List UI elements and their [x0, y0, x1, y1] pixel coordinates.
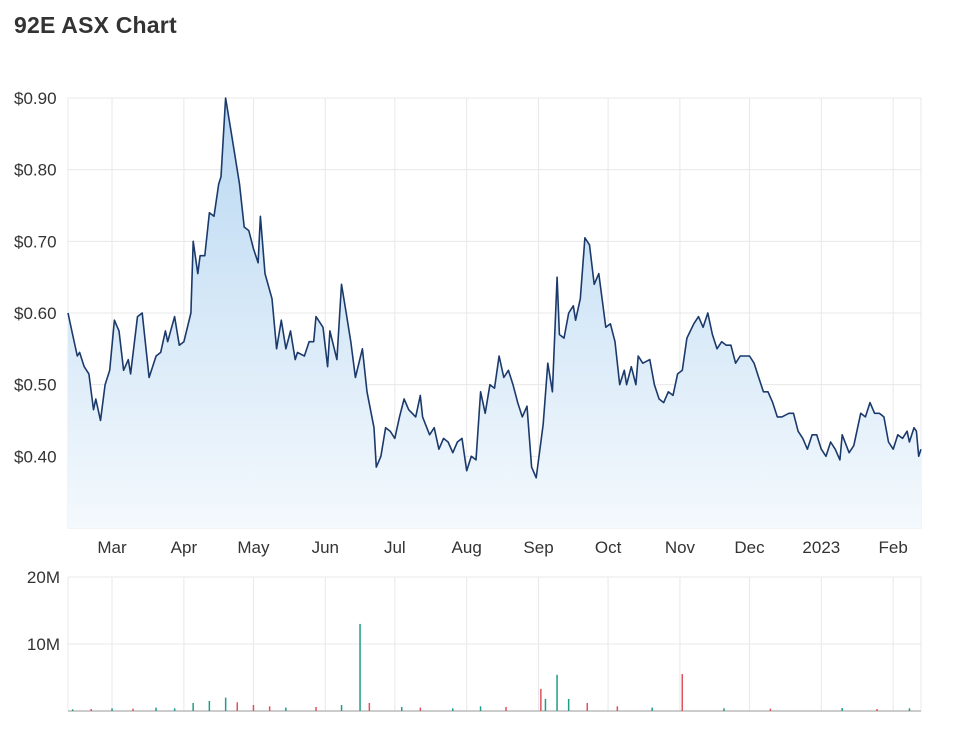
price-y-axis: $0.40 $0.50 $0.60 $0.70 $0.80 $0.90: [14, 89, 57, 466]
volume-bar: [173, 708, 176, 711]
price-x-tick-label: Mar: [97, 538, 127, 557]
price-x-tick-label: Sep: [523, 538, 553, 557]
volume-y-axis: 10M 20M: [27, 568, 60, 654]
volume-bar: [419, 707, 422, 711]
price-x-tick-label: Oct: [595, 538, 622, 557]
volume-bars: [71, 623, 911, 711]
volume-bar: [111, 708, 113, 711]
volume-bar: [544, 698, 547, 711]
volume-y-tick-label: 20M: [27, 568, 60, 587]
price-y-tick-label: $0.80: [14, 161, 57, 180]
volume-bar: [359, 623, 361, 711]
price-x-tick-label: Dec: [734, 538, 765, 557]
price-x-tick-label: Jul: [384, 538, 406, 557]
volume-bar: [252, 705, 255, 711]
price-y-tick-label: $0.50: [14, 376, 57, 395]
price-y-tick-label: $0.70: [14, 232, 57, 251]
volume-bar: [401, 707, 403, 711]
price-y-tick-label: $0.60: [14, 304, 57, 323]
volume-bar: [315, 707, 317, 711]
volume-bar: [452, 708, 454, 711]
price-x-tick-label: 2023: [802, 538, 840, 557]
volume-bar: [540, 688, 542, 711]
volume-bar: [285, 707, 287, 711]
volume-y-tick-label: 10M: [27, 635, 60, 654]
volume-bar: [236, 702, 238, 711]
volume-bar: [505, 707, 507, 711]
price-x-tick-label: Jun: [312, 538, 339, 557]
chart-title: 92E ASX Chart: [14, 12, 177, 38]
volume-bar: [769, 708, 772, 711]
volume-bar: [479, 706, 482, 711]
price-x-tick-label: Feb: [879, 538, 908, 557]
price-x-tick-label: Aug: [452, 538, 482, 557]
price-x-tick-label: Apr: [171, 538, 198, 557]
volume-bar: [268, 706, 271, 711]
volume-bar: [586, 703, 588, 711]
volume-bar: [876, 709, 878, 711]
volume-bar: [368, 703, 371, 711]
price-x-axis: Mar Apr May Jun Jul Aug Sep Oct Nov Dec 2023 Feb: [97, 538, 907, 557]
volume-bar: [567, 698, 570, 711]
volume-bar: [192, 703, 194, 711]
volume-bar: [556, 674, 558, 711]
volume-bar: [155, 707, 157, 711]
volume-bar: [90, 709, 92, 711]
volume-bar: [224, 697, 227, 711]
volume-bar: [651, 707, 653, 711]
volume-bar: [841, 708, 843, 711]
volume-gridlines: [67, 576, 922, 712]
volume-bar: [908, 708, 911, 711]
price-y-tick-label: $0.40: [14, 447, 57, 466]
volume-bar: [723, 708, 725, 711]
volume-bar: [208, 701, 211, 711]
volume-bar: [71, 709, 74, 711]
volume-bar: [132, 708, 134, 711]
price-x-tick-label: Nov: [665, 538, 696, 557]
price-x-tick-label: May: [237, 538, 270, 557]
volume-bar: [340, 705, 343, 711]
volume-bar: [616, 706, 619, 711]
price-y-tick-label: $0.90: [14, 89, 57, 108]
volume-bar: [681, 674, 683, 711]
price-line: [67, 97, 922, 479]
price-area-fill: [68, 98, 921, 528]
